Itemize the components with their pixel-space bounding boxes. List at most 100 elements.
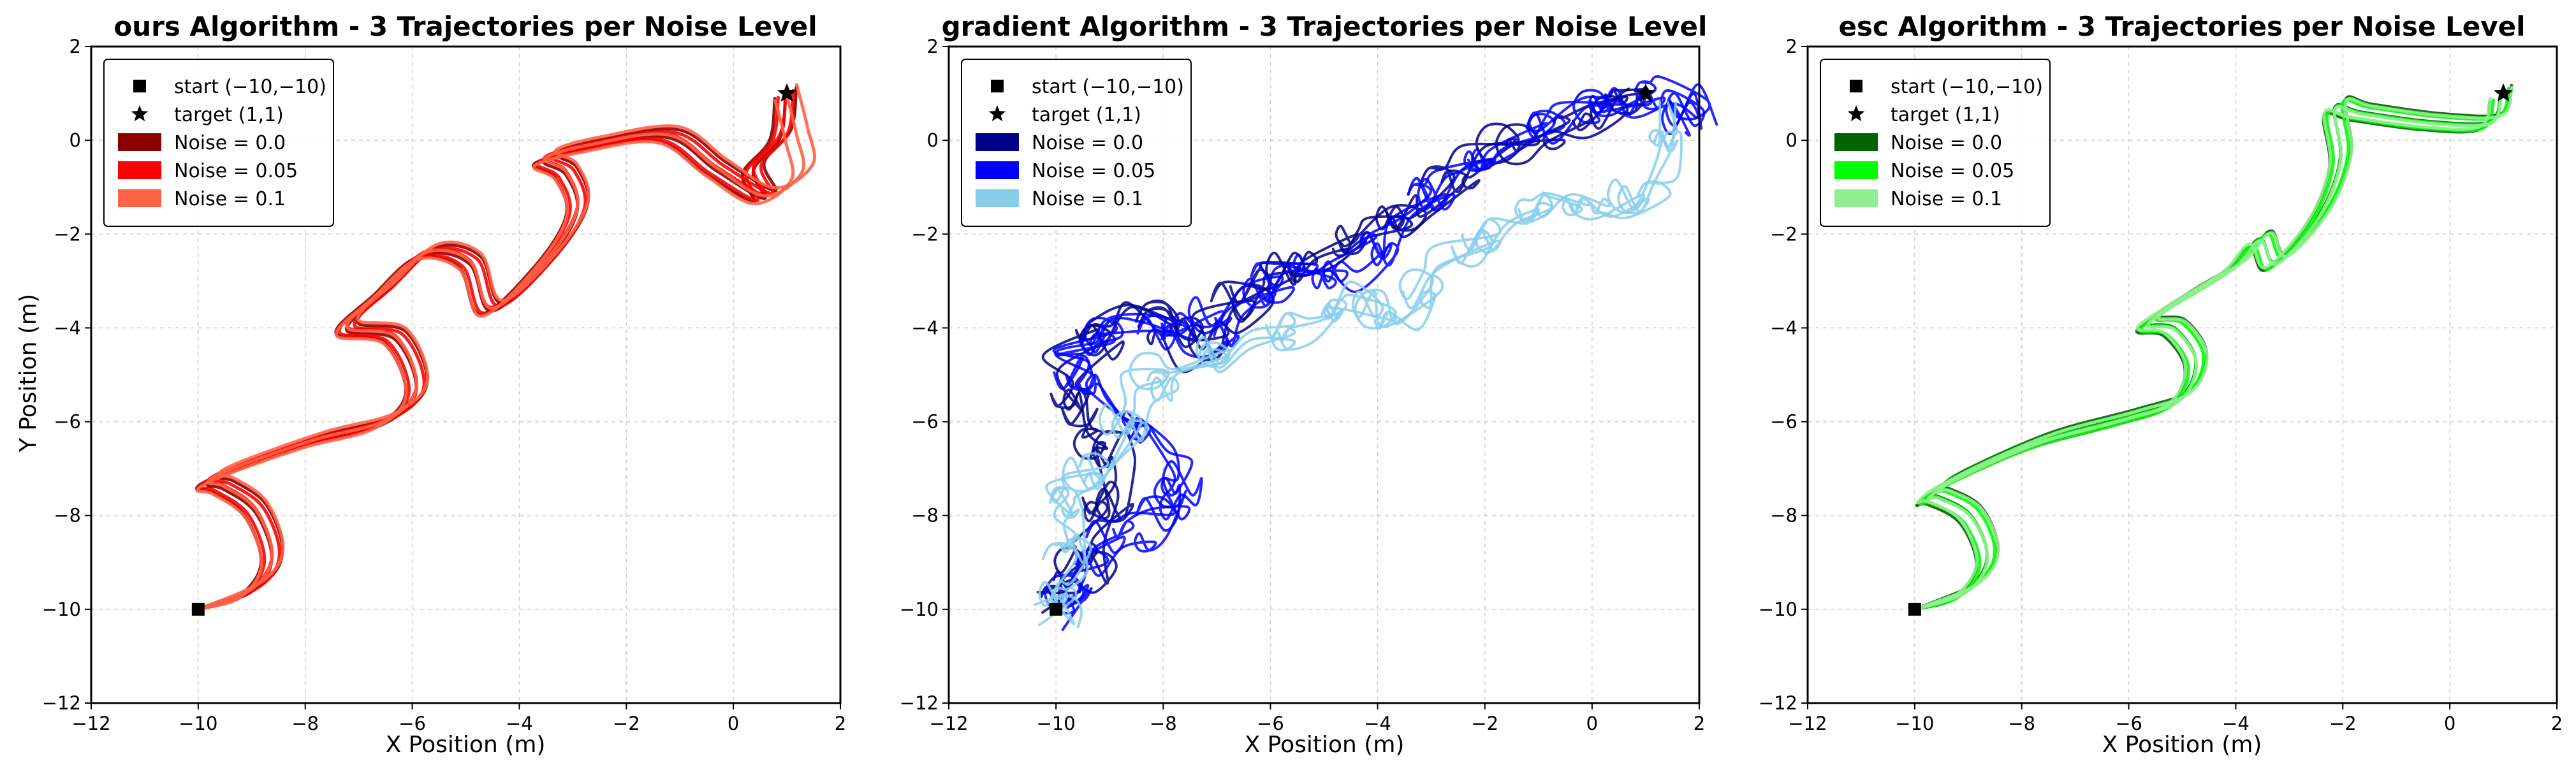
panel-ours: ours Algorithm - 3 Trajectories per Nois… xyxy=(15,11,846,758)
x-tick-label: 0 xyxy=(1586,713,1598,734)
legend-swatch xyxy=(118,161,161,179)
trajectory-group xyxy=(1033,75,1718,631)
panel-title: gradient Algorithm - 3 Trajectories per … xyxy=(942,11,1708,42)
x-tick-label: −10 xyxy=(1037,713,1076,734)
y-tick-label: −2 xyxy=(911,223,939,245)
x-tick-label: −10 xyxy=(179,713,217,734)
trajectory-line xyxy=(1046,89,1700,611)
plot-frame xyxy=(1806,45,2558,704)
trajectory-line xyxy=(196,83,816,611)
legend-label: target (1,1) xyxy=(1032,104,1141,126)
x-tick-label: 2 xyxy=(835,713,846,734)
trajectory-line xyxy=(196,85,798,611)
legend-swatch xyxy=(976,189,1019,207)
x-tick-label: −2 xyxy=(613,713,640,734)
legend-start-marker xyxy=(133,80,146,92)
legend-target-marker xyxy=(988,105,1006,122)
y-tick-label: −2 xyxy=(54,223,81,245)
y-tick-label: 0 xyxy=(1786,129,1797,151)
trajectory-line xyxy=(1913,97,2492,611)
target-marker xyxy=(2493,83,2514,102)
legend-label: start (−10,−10) xyxy=(1032,76,1184,98)
legend-label: Noise = 0.1 xyxy=(1032,188,1143,210)
trajectory-line xyxy=(1033,101,1683,607)
legend-swatch xyxy=(976,133,1019,151)
x-tick-label: −6 xyxy=(2115,713,2142,734)
legend: start (−10,−10) target (1,1) Noise = 0.0 No… xyxy=(103,59,334,227)
legend-swatch xyxy=(118,133,161,151)
trajectory-line xyxy=(1913,85,2514,611)
target-marker xyxy=(1636,83,1656,102)
x-tick-label: −12 xyxy=(1788,713,1827,734)
x-tick-label: −12 xyxy=(71,713,110,734)
legend-box xyxy=(103,59,334,227)
y-tick-label: −8 xyxy=(54,505,81,527)
start-marker xyxy=(191,602,205,616)
y-axis-label: Y Position (m) xyxy=(15,294,41,453)
x-tick-label: −6 xyxy=(1257,713,1284,734)
legend-swatch xyxy=(976,161,1019,179)
x-axis-label: X Position (m) xyxy=(2102,732,2262,758)
legend-label: Noise = 0.05 xyxy=(174,160,298,182)
y-tick-label: 2 xyxy=(70,36,81,57)
legend-target-marker xyxy=(1847,105,1865,122)
panel-title: ours Algorithm - 3 Trajectories per Nois… xyxy=(113,11,817,42)
y-tick-label: 0 xyxy=(927,129,939,151)
x-tick-label: −2 xyxy=(2329,713,2357,734)
legend: start (−10,−10) target (1,1) Noise = 0.0 No… xyxy=(961,59,1192,227)
y-tick-label: −12 xyxy=(42,692,81,714)
panel-esc: esc Algorithm - 3 Trajectories per Noise… xyxy=(1759,11,2563,758)
x-tick-label: −2 xyxy=(1471,713,1498,734)
x-axis-label: X Position (m) xyxy=(386,732,546,758)
legend-label: Noise = 0.1 xyxy=(174,188,286,210)
y-tick-label: −12 xyxy=(1759,692,1797,714)
legend-label: Noise = 0.0 xyxy=(1891,132,2002,154)
x-axis-label: X Position (m) xyxy=(1245,732,1405,758)
x-tick-label: −8 xyxy=(291,713,319,734)
y-tick-label: −6 xyxy=(1770,411,1797,433)
legend: start (−10,−10) target (1,1) Noise = 0.0 No… xyxy=(1820,59,2051,227)
legend-start-marker xyxy=(991,80,1004,92)
trajectory-line xyxy=(1054,86,1706,631)
y-tick-label: −12 xyxy=(900,692,939,714)
x-tick-label: −8 xyxy=(1150,713,1177,734)
y-tick-label: −6 xyxy=(911,411,939,433)
y-tick-label: −6 xyxy=(54,411,81,433)
legend-label: Noise = 0.05 xyxy=(1032,160,1155,182)
legend-label: target (1,1) xyxy=(174,104,284,126)
legend-label: Noise = 0.0 xyxy=(174,132,286,154)
y-tick-label: −10 xyxy=(1759,599,1797,620)
y-tick-label: 0 xyxy=(70,129,81,151)
legend-swatch xyxy=(1834,189,1878,207)
trajectory-group xyxy=(194,83,816,611)
target-marker xyxy=(777,83,797,102)
legend-label: start (−10,−10) xyxy=(1891,76,2043,98)
y-tick-label: 2 xyxy=(1786,36,1797,57)
y-tick-label: −4 xyxy=(1770,317,1797,338)
y-tick-label: −10 xyxy=(42,599,81,620)
x-tick-label: 0 xyxy=(728,713,739,734)
x-tick-label: 2 xyxy=(1694,713,1705,734)
x-tick-label: −6 xyxy=(399,713,426,734)
legend-label: target (1,1) xyxy=(1891,104,2000,126)
trajectory-line xyxy=(1041,101,1678,628)
x-tick-label: −4 xyxy=(2222,713,2250,734)
legend-swatch xyxy=(1834,133,1878,151)
legend-label: start (−10,−10) xyxy=(174,76,326,98)
start-marker xyxy=(1050,602,1063,616)
legend-swatch xyxy=(1834,161,1878,179)
legend-target-marker xyxy=(131,105,149,122)
y-tick-label: −2 xyxy=(1770,223,1797,245)
y-tick-label: −4 xyxy=(54,317,81,338)
start-marker xyxy=(1908,602,1921,616)
legend-label: Noise = 0.0 xyxy=(1032,132,1143,154)
x-tick-label: 0 xyxy=(2444,713,2455,734)
y-tick-label: −8 xyxy=(1770,505,1797,527)
trajectory-line xyxy=(1913,94,2503,611)
legend-start-marker xyxy=(1850,80,1862,92)
legend-swatch xyxy=(118,189,161,207)
trajectory-group xyxy=(1913,84,2514,611)
legend-label: Noise = 0.1 xyxy=(1891,188,2002,210)
